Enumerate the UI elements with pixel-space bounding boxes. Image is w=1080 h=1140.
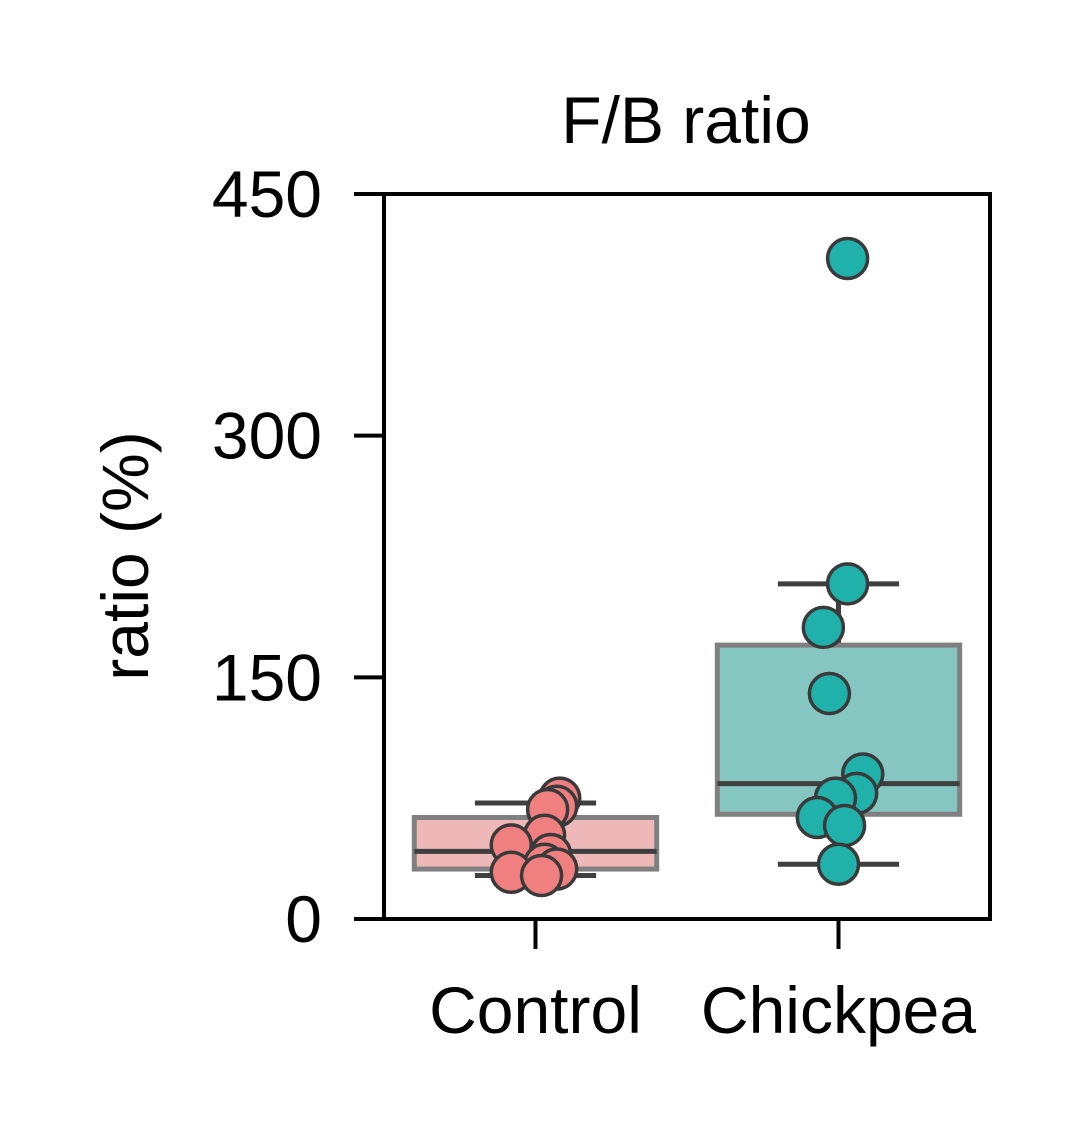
data-point-control	[519, 853, 564, 898]
data-point-chickpea	[816, 842, 861, 886]
y-tick-label: 300	[212, 399, 322, 473]
x-tick-label-chickpea: Chickpea	[701, 973, 976, 1047]
x-tick-label-control: Control	[429, 973, 642, 1047]
y-axis-ticks: 0 150 300 450	[212, 157, 384, 956]
plot-frame	[382, 192, 992, 921]
y-axis-label: ratio (%)	[88, 431, 162, 680]
data-point-chickpea	[801, 605, 846, 650]
data-point-chickpea	[822, 803, 867, 848]
y-tick-label: 450	[212, 157, 322, 231]
x-axis-ticks: Control Chickpea	[429, 919, 976, 1047]
y-tick-label: 0	[285, 882, 322, 956]
chart-title: F/B ratio	[561, 83, 810, 157]
data-point-chickpea	[825, 562, 870, 606]
data-point-chickpea	[807, 671, 852, 716]
data-point-chickpea	[825, 236, 870, 281]
data-points	[489, 236, 885, 898]
y-tick-label: 150	[212, 640, 322, 714]
